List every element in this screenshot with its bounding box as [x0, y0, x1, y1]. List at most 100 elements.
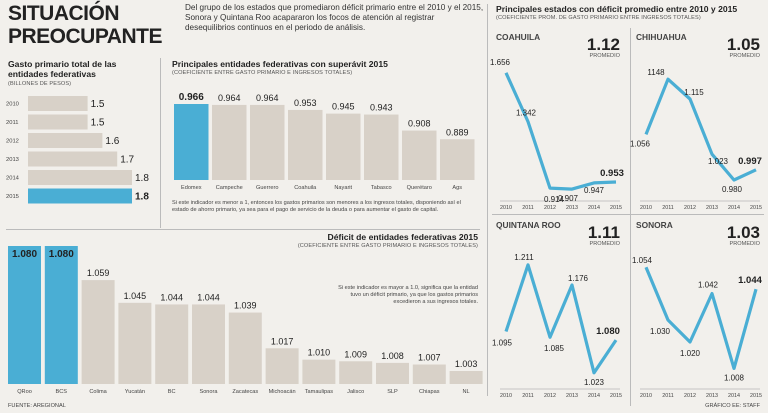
- panel-x-tick: 2013: [706, 205, 718, 211]
- superavit-category-label: Querétaro: [407, 185, 432, 191]
- panel-x-tick: 2014: [728, 393, 740, 399]
- panel-x-tick: 2011: [662, 205, 674, 211]
- deficit-category-label: Michoacán: [269, 389, 296, 395]
- panel-point-label: 1.211: [514, 253, 534, 262]
- panel-point-label: 1.056: [630, 139, 651, 148]
- gasto-title: Gasto primario total de las entidades fe…: [8, 59, 117, 79]
- deficit-bar: [339, 361, 373, 384]
- deficit-category-label: Colima: [89, 389, 107, 395]
- panel-x-tick: 2014: [588, 393, 600, 399]
- source-note: FUENTE: AREGIONAL: [8, 403, 66, 409]
- deficit-bar: [192, 304, 225, 384]
- superavit-category-label: Edomex: [181, 185, 202, 191]
- panel-x-tick: 2010: [640, 393, 652, 399]
- panel-x-tick: 2012: [684, 205, 696, 211]
- panel-point-label: 0.980: [722, 185, 743, 194]
- estados-subtitle: (COEFICIENTE PROM. DE GASTO PRIMARIO ENT…: [496, 15, 701, 21]
- deficit-bar: [228, 312, 262, 384]
- gasto-divider: [160, 58, 161, 228]
- deficit-value-label: 1.003: [455, 359, 478, 369]
- superavit-title: Principales entidades federativas con su…: [172, 59, 388, 69]
- panel-point-label: 0.914: [544, 195, 565, 204]
- panel-x-tick: 2013: [706, 393, 718, 399]
- gasto-subtitle: (BILLONES DE PESOS): [8, 81, 72, 87]
- panel-x-tick: 2010: [500, 205, 512, 211]
- superavit-category-label: Tabasco: [371, 185, 392, 191]
- deficit-bar: [302, 359, 336, 384]
- deficit-title: Déficit de entidades federativas 2015: [327, 232, 478, 242]
- gasto-value-label: 1.8: [135, 173, 149, 184]
- superavit-value-label: 0.953: [294, 98, 317, 108]
- superavit-category-label: Ags: [452, 185, 462, 191]
- gasto-year-label: 2011: [6, 120, 18, 126]
- panel-x-tick: 2014: [728, 205, 740, 211]
- superavit-bar: [212, 104, 247, 180]
- gasto-year-label: 2013: [6, 157, 19, 163]
- panel-x-tick: 2010: [640, 205, 652, 211]
- gasto-value-label: 1.8: [135, 192, 149, 203]
- gasto-year-label: 2015: [6, 194, 19, 200]
- panel-point-label: 1.656: [490, 58, 511, 67]
- superavit-bar: [174, 104, 209, 180]
- panels-divider-v: [630, 28, 631, 406]
- panel-line: [644, 77, 757, 182]
- panel-x-tick: 2010: [500, 393, 512, 399]
- section-divider: [487, 4, 488, 396]
- superavit-category-label: Guerrero: [256, 185, 278, 191]
- panel-x-tick: 2012: [684, 393, 696, 399]
- superavit-subtitle: (COEFICIENTE ENTRE GASTO PRIMARIO E INGR…: [172, 70, 353, 76]
- deficit-category-label: Yucatán: [125, 389, 145, 395]
- superavit-bar: [402, 130, 437, 180]
- deficit-value-label: 1.007: [418, 353, 441, 363]
- deficit-value-label: 1.010: [308, 348, 331, 358]
- deficit-bar: [81, 280, 115, 384]
- superavit-value-label: 0.908: [408, 119, 431, 129]
- deficit-bar: [44, 246, 78, 384]
- deficit-chart: 1.080 QRoo 1.080 BCS 1.059 Colima 1.045 Yucatán…: [8, 246, 483, 395]
- deficit-bar: [155, 304, 189, 384]
- panel-x-tick: 2014: [588, 205, 600, 211]
- panel-x-tick: 2015: [610, 393, 622, 399]
- gasto-value-label: 1.7: [120, 155, 134, 166]
- panel-x-tick: 2012: [544, 393, 556, 399]
- panel-point-label: 1.023: [708, 157, 729, 166]
- gasto-chart: 2010 1.5 2011 1.5 2012 1.6 2013 1.7 2014 1.8 2015 1…: [6, 96, 149, 204]
- superavit-value-label: 0.945: [332, 102, 355, 112]
- panel-name: CHIHUAHUA: [636, 32, 687, 42]
- panel-line: [504, 263, 618, 375]
- panel-line: [644, 266, 758, 370]
- panel-line: [504, 72, 617, 191]
- superavit-bar: [288, 109, 323, 180]
- panel-x-tick: 2011: [662, 393, 674, 399]
- headline-line1: SITUACIÓN: [8, 2, 120, 25]
- panel-point-label: 0.997: [738, 156, 762, 167]
- panel-point-label: 1.176: [568, 274, 589, 283]
- gasto-value-label: 1.5: [91, 99, 105, 110]
- superavit-bar: [250, 104, 285, 180]
- panel-name: SONORA: [636, 220, 673, 230]
- panel-point-label: 0.953: [600, 168, 624, 179]
- panel-average-label: PROMEDIO: [590, 241, 621, 247]
- panel-point-label: 1.044: [738, 275, 762, 286]
- superavit-value-label: 0.966: [179, 92, 204, 103]
- estados-title: Principales estados con déficit promedio…: [496, 4, 738, 14]
- superavit-bar: [326, 113, 361, 180]
- deficit-value-label: 1.045: [124, 291, 147, 301]
- superavit-note: Si este indicador es menor a 1, entonces…: [172, 200, 461, 213]
- deficit-category-label: Jalisco: [347, 389, 364, 395]
- deficit-bar: [118, 302, 152, 384]
- panel-point-label: 1.020: [680, 349, 701, 358]
- superavit-value-label: 0.964: [218, 93, 241, 103]
- panel-average-value: 1.03: [727, 223, 760, 242]
- panel-point-label: 0.907: [558, 194, 579, 203]
- panel-point-label: 1.042: [698, 281, 719, 290]
- superavit-category-label: Nayarit: [334, 185, 352, 191]
- panel-point-label: 1.085: [544, 344, 565, 353]
- deficit-category-label: BC: [168, 389, 176, 395]
- deficit-bar: [265, 348, 299, 384]
- gasto-bar: [28, 133, 103, 148]
- deficit-category-label: Tamaulipas: [305, 389, 333, 395]
- superavit-value-label: 0.964: [256, 93, 279, 103]
- credit-note: GRÁFICO EE: STAFF: [705, 403, 760, 409]
- deficit-category-label: QRoo: [17, 389, 32, 395]
